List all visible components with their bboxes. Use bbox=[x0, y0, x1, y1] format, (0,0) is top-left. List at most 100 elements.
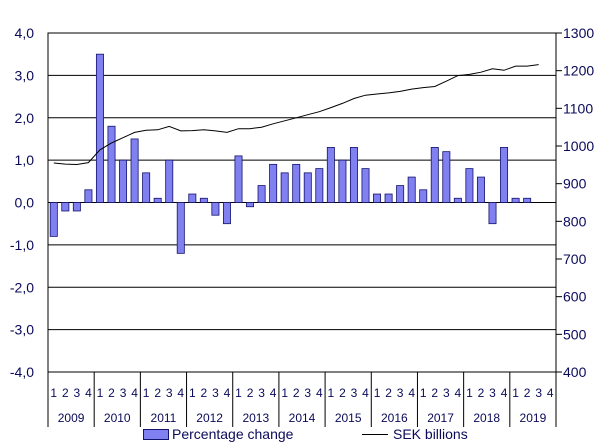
bar bbox=[84, 189, 93, 203]
legend-label-line: SEK billions bbox=[393, 426, 468, 442]
bar bbox=[315, 168, 324, 203]
right-tick-label: 500 bbox=[563, 326, 587, 342]
bar bbox=[49, 202, 58, 237]
legend-item-line: SEK billions bbox=[362, 426, 468, 442]
quarter-label: 2 bbox=[478, 386, 485, 400]
bar bbox=[407, 176, 416, 203]
quarter-label: 4 bbox=[270, 386, 277, 400]
quarter-label: 4 bbox=[408, 386, 415, 400]
quarter-label: 1 bbox=[281, 386, 288, 400]
year-label: 2017 bbox=[427, 411, 454, 425]
year-label: 2012 bbox=[196, 411, 223, 425]
bar bbox=[373, 193, 382, 203]
right-axis: 1300 1200 1100 1000 900 800 700 600 500 400 bbox=[556, 25, 594, 380]
quarter-label: 4 bbox=[362, 386, 369, 400]
quarter-label: 1 bbox=[97, 386, 104, 400]
plot-border bbox=[47, 32, 557, 373]
quarter-label: 2 bbox=[293, 386, 300, 400]
quarter-label: 2 bbox=[339, 386, 346, 400]
quarter-label: 3 bbox=[120, 386, 127, 400]
left-tick-label: 2,0 bbox=[15, 110, 35, 126]
bar bbox=[130, 138, 139, 203]
bar bbox=[430, 147, 439, 203]
bar bbox=[476, 176, 485, 203]
bar bbox=[142, 172, 151, 203]
bar bbox=[222, 202, 231, 225]
right-tick-label: 600 bbox=[563, 289, 587, 305]
year-label: 2018 bbox=[473, 411, 500, 425]
bar bbox=[119, 159, 128, 203]
bar bbox=[176, 202, 185, 254]
year-label: 2016 bbox=[381, 411, 408, 425]
quarter-label: 1 bbox=[189, 386, 196, 400]
legend-item-bars: Percentage change bbox=[143, 426, 293, 442]
right-tick-label: 1100 bbox=[563, 100, 593, 116]
bar bbox=[234, 155, 243, 203]
legend-label-bars: Percentage change bbox=[172, 426, 294, 442]
quarter-label: 2 bbox=[108, 386, 115, 400]
left-tick-label: -2,0 bbox=[10, 279, 34, 295]
quarter-label: 3 bbox=[258, 386, 265, 400]
bar bbox=[269, 163, 278, 203]
right-tick-label: 800 bbox=[563, 213, 587, 229]
quarter-label: 2 bbox=[62, 386, 69, 400]
quarter-label: 4 bbox=[224, 386, 231, 400]
right-tick-label: 1200 bbox=[563, 63, 594, 79]
bar bbox=[338, 159, 347, 203]
bar bbox=[523, 197, 532, 203]
quarter-label: 4 bbox=[547, 386, 554, 400]
bar bbox=[303, 172, 312, 203]
year-label: 2014 bbox=[289, 411, 316, 425]
quarter-label: 3 bbox=[489, 386, 496, 400]
bar bbox=[280, 172, 289, 203]
quarter-label: 3 bbox=[304, 386, 311, 400]
quarter-label: 1 bbox=[50, 386, 57, 400]
left-tick-label: 3,0 bbox=[15, 67, 35, 83]
year-label: 2010 bbox=[104, 411, 131, 425]
bar bbox=[72, 202, 81, 212]
bar bbox=[442, 151, 451, 203]
year-label: 2011 bbox=[151, 411, 177, 425]
legend: Percentage change SEK billions bbox=[0, 426, 613, 446]
year-label: 2013 bbox=[242, 411, 269, 425]
bar bbox=[257, 185, 266, 203]
left-axis: 4,0 3,0 2,0 1,0 0,0 -1,0 -2,0 -3,0 -4,0 bbox=[10, 25, 34, 380]
quarter-label: 2 bbox=[385, 386, 392, 400]
bar bbox=[188, 193, 197, 203]
bar bbox=[453, 197, 462, 203]
quarter-label: 4 bbox=[316, 386, 323, 400]
bar bbox=[384, 193, 393, 203]
right-tick-label: 1300 bbox=[563, 25, 594, 41]
right-tick-label: 1000 bbox=[563, 138, 594, 154]
quarter-label: 1 bbox=[512, 386, 519, 400]
left-tick-label: -4,0 bbox=[10, 364, 34, 380]
quarter-label: 2 bbox=[524, 386, 531, 400]
quarter-label: 2 bbox=[201, 386, 208, 400]
quarter-label: 3 bbox=[443, 386, 450, 400]
year-label: 2019 bbox=[520, 411, 547, 425]
bar bbox=[292, 163, 301, 203]
bar bbox=[488, 202, 497, 225]
plot-frame bbox=[47, 32, 557, 373]
quarter-label: 3 bbox=[166, 386, 173, 400]
bar bbox=[246, 202, 255, 208]
bar bbox=[211, 202, 220, 216]
bar bbox=[61, 202, 70, 212]
quarter-label: 3 bbox=[212, 386, 219, 400]
year-label: 2015 bbox=[335, 411, 362, 425]
bar bbox=[153, 197, 162, 203]
quarter-label: 1 bbox=[374, 386, 381, 400]
bar bbox=[419, 189, 428, 203]
quarter-label: 3 bbox=[351, 386, 358, 400]
left-tick-label: 4,0 bbox=[15, 25, 35, 41]
bar bbox=[165, 159, 174, 203]
bar bbox=[511, 197, 520, 203]
bar bbox=[107, 125, 116, 203]
quarter-label: 3 bbox=[535, 386, 542, 400]
legend-swatch-bars bbox=[143, 428, 169, 440]
left-tick-label: 1,0 bbox=[15, 152, 35, 168]
quarter-label: 1 bbox=[420, 386, 427, 400]
quarter-label: 2 bbox=[154, 386, 161, 400]
